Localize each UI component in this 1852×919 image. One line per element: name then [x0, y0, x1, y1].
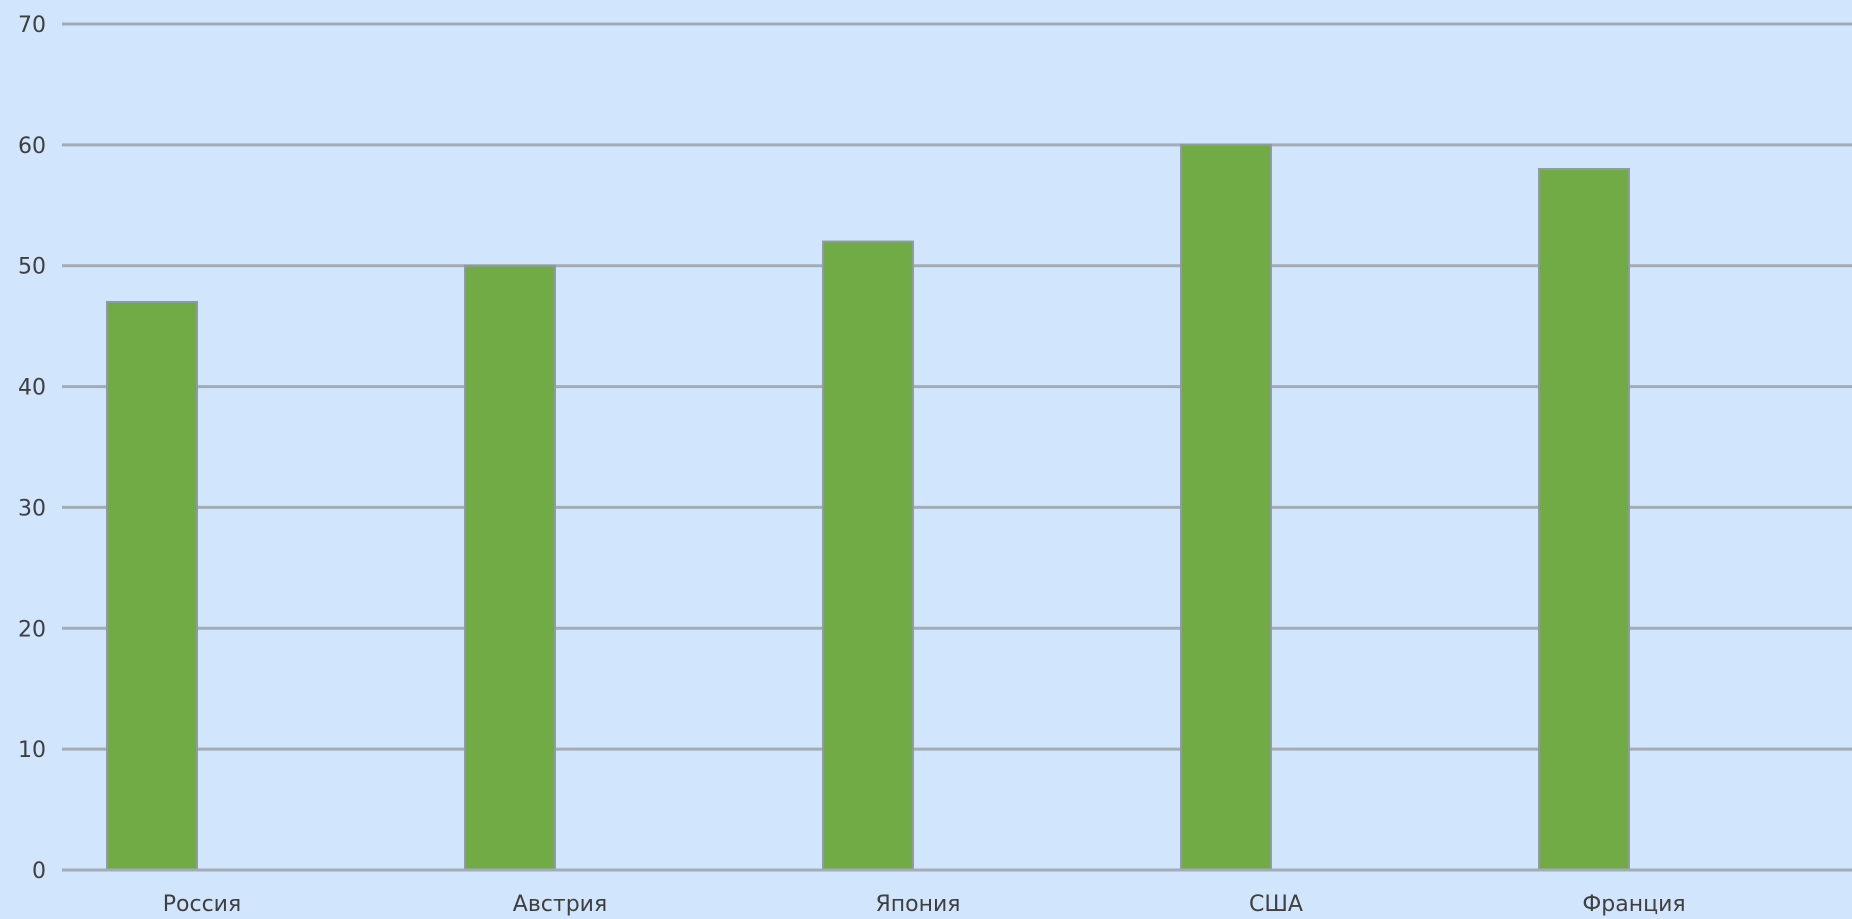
- y-axis-tick-labels: 0 10 20 30 40 50 60 70: [18, 13, 46, 884]
- y-tick-label: 50: [18, 255, 46, 280]
- x-category-label: Франция: [1582, 892, 1685, 917]
- bar-3: [822, 240, 914, 872]
- y-tick-label: 60: [18, 134, 46, 159]
- x-axis-category-labels: Россия Австрия Япония США Франция: [163, 892, 1686, 917]
- y-tick-label: 10: [18, 738, 46, 763]
- x-category-label: Австрия: [513, 892, 607, 917]
- y-tick-label: 40: [18, 376, 46, 401]
- x-category-label: Япония: [875, 892, 960, 917]
- x-category-label: Россия: [163, 892, 241, 917]
- y-tick-label: 30: [18, 496, 46, 521]
- bar-4: [1180, 143, 1272, 872]
- x-category-label: США: [1249, 892, 1303, 917]
- y-tick-label: 0: [32, 859, 46, 884]
- bar-2: [464, 264, 556, 871]
- y-tick-label: 20: [18, 617, 46, 642]
- bar-5: [1538, 168, 1630, 871]
- y-tick-label: 70: [18, 13, 46, 38]
- bars: [62, 143, 1852, 872]
- bar-1: [106, 300, 198, 871]
